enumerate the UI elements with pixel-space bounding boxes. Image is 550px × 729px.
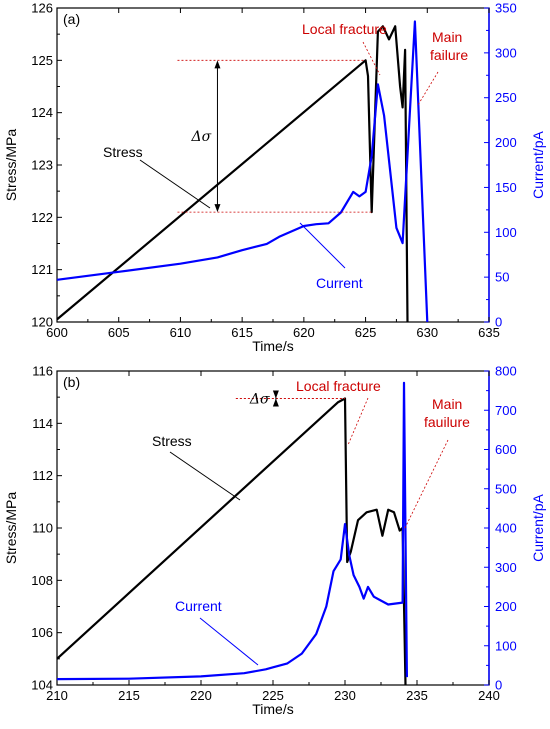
y-tick-label: 126 (31, 1, 53, 16)
y2-tick-label: 0 (495, 678, 502, 693)
x-tick-label: 210 (46, 688, 68, 703)
stress-leader (139, 159, 211, 209)
y-axis-label: Stress/MPa (3, 492, 19, 565)
delta-sigma-label: Δσ (249, 391, 270, 407)
y2-tick-label: 0 (495, 315, 502, 330)
y-tick-label: 120 (31, 315, 53, 330)
y2-tick-label: 400 (495, 521, 517, 536)
delta-arrow-head-down (214, 204, 221, 213)
x-tick-label: 630 (416, 325, 438, 340)
x-tick-label: 225 (262, 688, 284, 703)
x-tick-label: 620 (293, 325, 315, 340)
x-tick-label: 230 (334, 688, 356, 703)
y-tick-label: 108 (31, 573, 53, 588)
y2-axis-label: Current/pA (530, 493, 546, 561)
stress-label: Stress (103, 144, 143, 160)
series-line-current (56, 20, 429, 323)
y2-tick-label: 600 (495, 442, 517, 457)
current-label: Current (316, 275, 363, 291)
x-tick-label: 610 (170, 325, 192, 340)
x-tick-label: 635 (478, 325, 500, 340)
current-label: Current (175, 598, 222, 614)
chart-panel-b: 210 215 220 225 230 235 240 104 106 108 110 112 114 1… (3, 364, 546, 718)
y2-tick-label: 500 (495, 481, 517, 496)
x-tick-label: 605 (108, 325, 130, 340)
y2-tick-label: 300 (495, 560, 517, 575)
stress-label: Stress (152, 433, 192, 449)
y-tick-label: 125 (31, 53, 53, 68)
series-line-current (56, 381, 408, 681)
main-failure-label-line2: failure (430, 47, 468, 63)
y2-tick-label: 350 (495, 1, 517, 16)
main-failure-label-line1: Main (432, 396, 462, 412)
main-failure-leader (403, 439, 449, 531)
y-tick-label: 123 (31, 158, 53, 173)
delta-sigma-label: Δσ (190, 129, 211, 145)
y-axis-label: Stress/MPa (3, 129, 19, 202)
x-axis-label: Time/s (252, 701, 293, 717)
y-tick-label: 124 (31, 105, 53, 120)
delta-arrow-head-down (272, 390, 279, 399)
current-leader (299, 222, 346, 269)
y-tick-label: 106 (31, 625, 53, 640)
x-tick-label: 240 (478, 688, 500, 703)
local-fracture-leader (347, 397, 369, 446)
current-leader (199, 617, 259, 666)
x-tick-label: 215 (118, 688, 140, 703)
x-tick-label: 235 (406, 688, 428, 703)
main-failure-label-line1: Main (432, 29, 462, 45)
y2-tick-label: 200 (495, 135, 517, 150)
delta-arrow-head-up (214, 60, 221, 69)
panel-label: (b) (63, 374, 80, 390)
y-tick-label: 121 (31, 262, 53, 277)
panel-label: (a) (63, 11, 80, 27)
x-tick-label: 625 (355, 325, 377, 340)
series-line-stress (56, 25, 409, 323)
y-tick-label: 104 (31, 678, 53, 693)
y2-tick-label: 700 (495, 403, 517, 418)
y2-tick-label: 50 (495, 270, 509, 285)
y2-tick-label: 200 (495, 599, 517, 614)
y-tick-label: 110 (32, 521, 53, 536)
y-tick-label: 114 (32, 416, 53, 431)
local-fracture-label: Local fracture (302, 21, 387, 37)
y2-tick-label: 250 (495, 90, 517, 105)
y2-tick-label: 800 (495, 364, 517, 379)
y2-tick-label: 300 (495, 45, 517, 60)
delta-arrow-head-up (272, 398, 279, 407)
x-tick-label: 600 (46, 325, 68, 340)
stress-leader (169, 451, 241, 501)
x-tick-label: 615 (231, 325, 253, 340)
chart-panel-a: 600 605 610 615 620 625 630 635 120 121 122 123 124 1… (3, 1, 546, 355)
local-fracture-label: Local fracture (296, 378, 381, 394)
y2-tick-label: 100 (495, 225, 517, 240)
y-tick-label: 116 (32, 364, 53, 379)
x-tick-label: 220 (190, 688, 212, 703)
y2-tick-label: 100 (495, 638, 517, 653)
y2-axis-label: Current/pA (530, 130, 546, 198)
y-tick-label: 122 (31, 210, 53, 225)
y-tick-label: 112 (32, 468, 53, 483)
plot-frame (56, 7, 490, 323)
main-failure-leader (417, 71, 439, 106)
series-line-stress (56, 397, 407, 686)
main-failure-label-line2: fauilure (424, 414, 470, 430)
x-axis-label: Time/s (252, 338, 293, 354)
y2-tick-label: 150 (495, 180, 517, 195)
